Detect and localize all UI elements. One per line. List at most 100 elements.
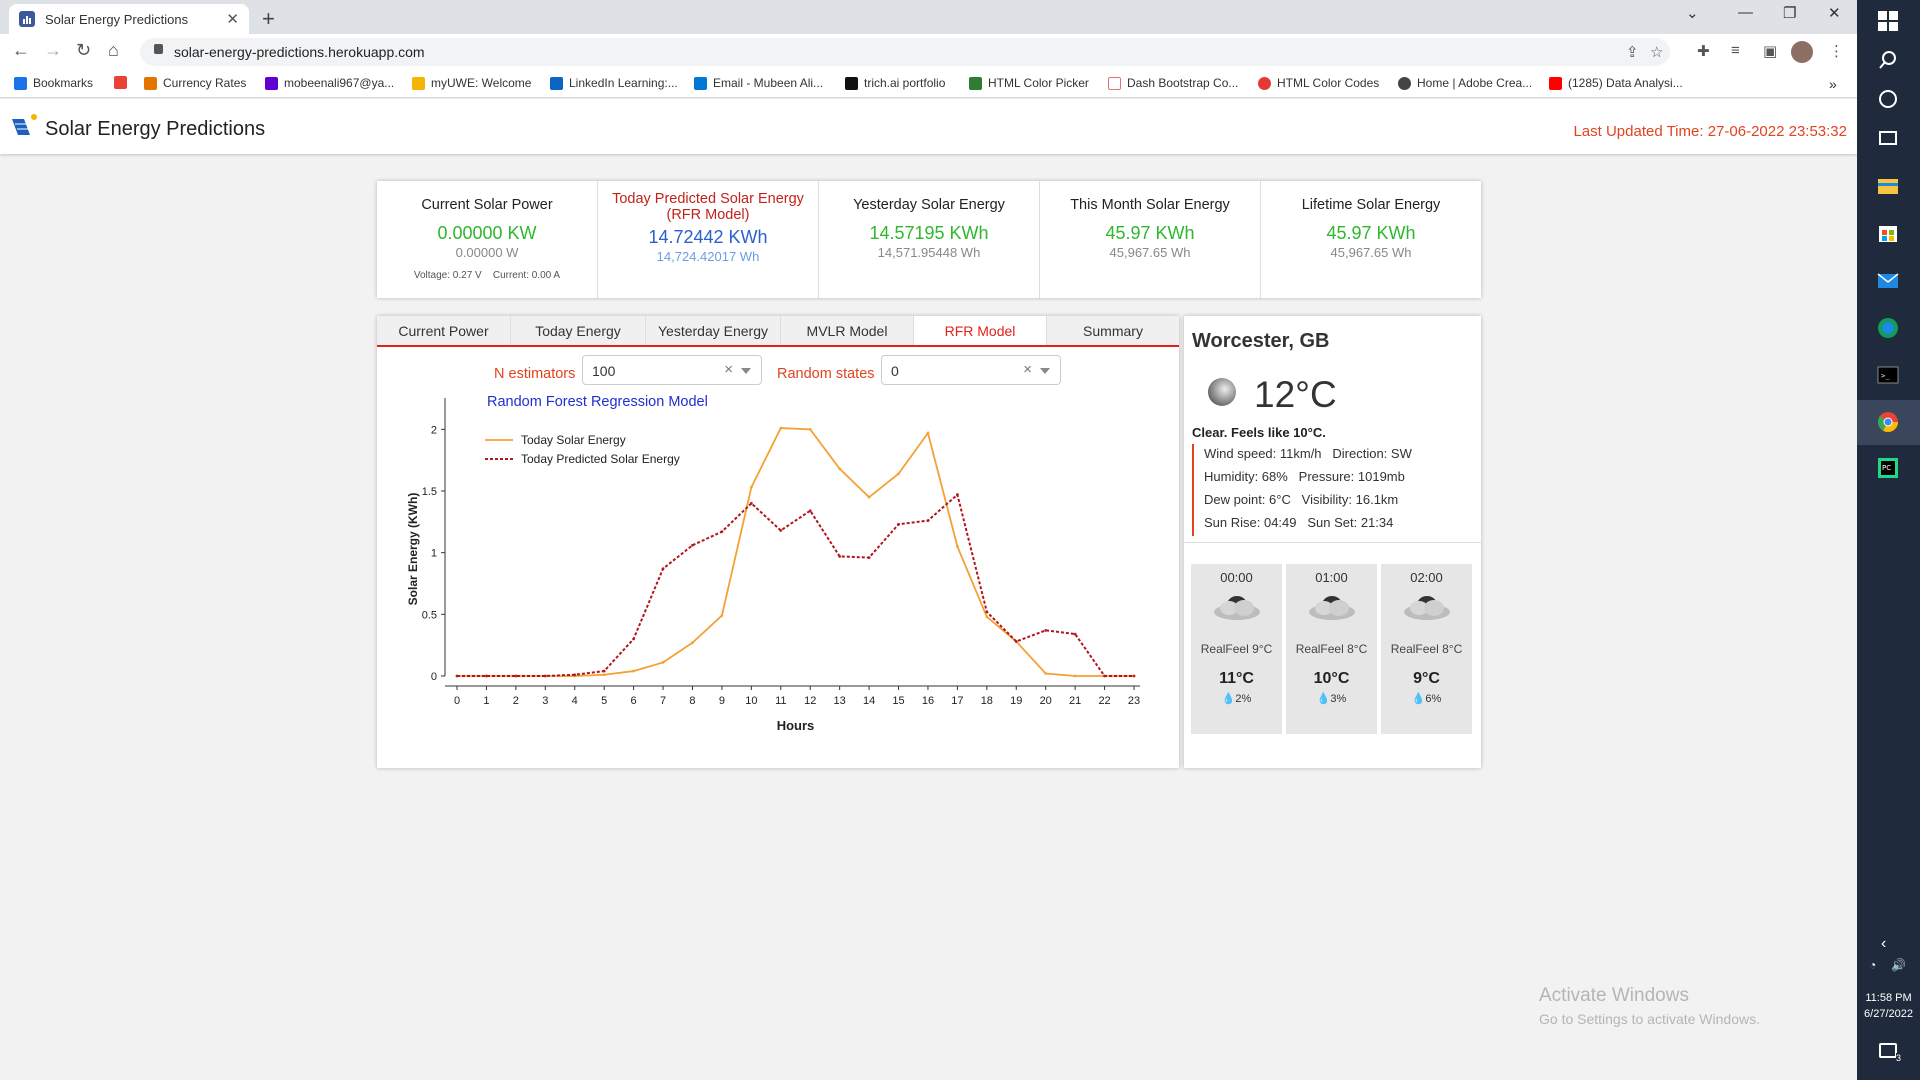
share-icon[interactable]: ⇪: [1626, 44, 1639, 61]
bookmark-item[interactable]: trich.ai portfolio: [845, 76, 945, 90]
solar-logo-icon: [12, 114, 37, 135]
chart-panel: Current Power Today Energy Yesterday Ene…: [377, 316, 1179, 768]
data-point: [691, 543, 694, 547]
clock-date[interactable]: 6/27/2022: [1864, 1008, 1913, 1020]
search-icon[interactable]: [1877, 49, 1899, 71]
random-states-dropdown[interactable]: 0 ×: [881, 355, 1061, 385]
address-bar[interactable]: solar-energy-predictions.herokuapp.com ⇪…: [140, 38, 1670, 66]
dropdown-value: 0: [891, 363, 899, 379]
hour-time: 02:00: [1410, 570, 1443, 585]
bookmark-item[interactable]: [114, 76, 133, 89]
new-tab-button[interactable]: +: [262, 6, 275, 31]
windows-taskbar: >_ PC ‹ ◔ 🔊 11:58 PM 6/27/2022 3: [1857, 0, 1920, 1080]
dash-icon: [1108, 76, 1121, 90]
chrome-icon[interactable]: [1877, 411, 1899, 433]
home-icon[interactable]: ⌂: [108, 40, 119, 60]
y-tick-label: 2: [431, 424, 437, 436]
chart-title: Random Forest Regression Model: [487, 394, 708, 410]
dewpoint-info: Dew point: 6°C Visibility: 16.1km: [1204, 492, 1399, 507]
card-value: 14.72442 KWh: [648, 227, 768, 247]
close-window-button[interactable]: ✕: [1828, 5, 1841, 22]
close-tab-icon[interactable]: ✕: [226, 11, 239, 28]
bookmark-item[interactable]: (1285) Data Analysi...: [1549, 76, 1683, 90]
back-icon[interactable]: ←: [12, 40, 30, 60]
tab-today-energy[interactable]: Today Energy: [511, 316, 646, 345]
n-estimators-dropdown[interactable]: 100 ×: [582, 355, 762, 385]
notifications-icon[interactable]: 3: [1879, 1043, 1901, 1063]
file-explorer-icon[interactable]: [1877, 175, 1899, 197]
x-tick-label: 10: [745, 695, 757, 707]
restore-button[interactable]: ❐: [1783, 5, 1797, 22]
x-tick-label: 9: [719, 695, 725, 707]
more-bookmarks-icon[interactable]: »: [1829, 76, 1837, 92]
cortana-icon[interactable]: [1877, 88, 1899, 110]
bookmark-item[interactable]: Home | Adobe Crea...: [1398, 76, 1532, 90]
hourly-forecast: 02:00 RealFeel 8°C 9°C 💧6%: [1381, 564, 1472, 734]
star-icon[interactable]: ☆: [1650, 44, 1664, 61]
extensions-icon[interactable]: ✚: [1697, 43, 1710, 60]
tab-summary[interactable]: Summary: [1047, 316, 1179, 345]
bookmark-item[interactable]: Email - Mubeen Ali...: [694, 76, 823, 90]
tab-rfr-model[interactable]: RFR Model: [914, 316, 1047, 345]
menu-icon[interactable]: ⋮: [1829, 43, 1844, 60]
legend-label: Today Predicted Solar Energy: [521, 452, 680, 466]
chevron-down-icon[interactable]: [1040, 368, 1050, 374]
volume-icon[interactable]: 🔊: [1891, 958, 1906, 972]
bookmark-item[interactable]: myUWE: Welcome: [412, 76, 531, 90]
tab-yesterday-energy[interactable]: Yesterday Energy: [646, 316, 781, 345]
reading-list-icon[interactable]: ≡: [1731, 42, 1740, 59]
reload-icon[interactable]: ↻: [76, 40, 92, 60]
bookmark-item[interactable]: Dash Bootstrap Co...: [1108, 76, 1238, 90]
profile-avatar[interactable]: [1791, 41, 1813, 63]
card-predicted-energy: Today Predicted Solar Energy (RFR Model)…: [598, 181, 819, 298]
hour-temp: 10°C: [1313, 670, 1350, 687]
network-icon[interactable]: ◔: [1869, 958, 1877, 972]
minimize-button[interactable]: —: [1738, 4, 1753, 21]
data-point: [808, 427, 812, 431]
bookmarks-bar: Bookmarks Currency Rates mobeenali967@ya…: [0, 70, 1857, 98]
bookmark-item[interactable]: LinkedIn Learning:...: [550, 76, 678, 90]
hour-temp: 11°C: [1219, 670, 1254, 687]
y-axis-label: Solar Energy (KWh): [406, 493, 420, 606]
tab-search-icon[interactable]: ⌄: [1686, 5, 1699, 22]
google-icon: [114, 76, 127, 89]
x-tick-label: 4: [572, 695, 578, 707]
dropdown-value: 100: [592, 363, 616, 379]
bookmark-item[interactable]: Bookmarks: [14, 76, 93, 90]
chevron-down-icon[interactable]: [741, 368, 751, 374]
url-text: solar-energy-predictions.herokuapp.com: [174, 44, 425, 60]
tab-current-power[interactable]: Current Power: [377, 316, 511, 345]
bookmark-item[interactable]: HTML Color Codes: [1258, 76, 1379, 90]
hourly-forecast: 01:00 RealFeel 8°C 10°C 💧3%: [1286, 564, 1377, 734]
bookmark-item[interactable]: HTML Color Picker: [969, 76, 1089, 90]
data-point: [779, 426, 783, 430]
svg-text:>_: >_: [1881, 372, 1890, 380]
card-value: 45.97 KWh: [1326, 223, 1416, 243]
data-point: [926, 519, 930, 522]
clear-icon[interactable]: ×: [1023, 361, 1032, 378]
cloud-icon: [1213, 596, 1260, 620]
clear-icon[interactable]: ×: [724, 361, 733, 378]
side-panel-icon[interactable]: ▣: [1763, 43, 1778, 60]
clock-time[interactable]: 11:58 PM: [1865, 992, 1912, 1004]
outlook-icon: [694, 76, 707, 90]
card-title: Current Solar Power: [421, 197, 553, 213]
card-title: Lifetime Solar Energy: [1301, 197, 1441, 213]
store-icon[interactable]: [1877, 222, 1899, 244]
chevron-left-icon[interactable]: ‹: [1881, 935, 1887, 952]
bookmark-item[interactable]: mobeenali967@ya...: [265, 76, 394, 90]
forward-icon[interactable]: →: [44, 40, 62, 60]
browser-tab[interactable]: Solar Energy Predictions ✕: [9, 4, 249, 34]
windows-start-icon[interactable]: [1877, 10, 1899, 32]
card-value: 45.97 KWh: [1105, 223, 1195, 243]
bookmark-item[interactable]: Currency Rates: [144, 76, 246, 90]
data-point: [720, 530, 724, 534]
task-view-icon[interactable]: [1877, 127, 1899, 149]
pycharm-icon[interactable]: PC: [1877, 457, 1899, 479]
tab-mvlr-model[interactable]: MVLR Model: [781, 316, 914, 345]
terminal-icon[interactable]: >_: [1877, 364, 1899, 386]
data-point: [720, 614, 724, 617]
edge-icon[interactable]: [1877, 317, 1899, 339]
mail-icon[interactable]: [1877, 270, 1899, 292]
data-point: [632, 637, 636, 641]
